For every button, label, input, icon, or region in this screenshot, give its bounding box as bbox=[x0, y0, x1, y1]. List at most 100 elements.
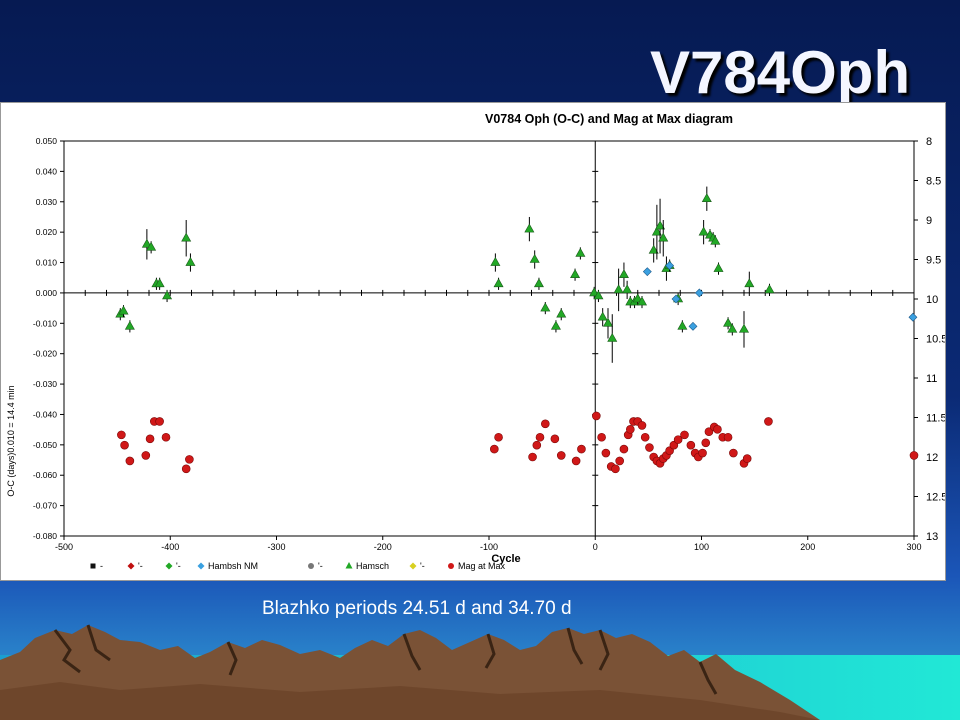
slide-caption: Blazhko periods 24.51 d and 34.70 d bbox=[262, 598, 572, 619]
mag-at-max-point bbox=[141, 451, 151, 460]
mag-at-max-point bbox=[550, 434, 560, 444]
y-tick-label: -0.030 bbox=[33, 379, 57, 389]
legend-label: '- bbox=[420, 561, 425, 571]
mag-at-max-point bbox=[686, 440, 696, 450]
y-tick-label: 0.000 bbox=[36, 288, 58, 298]
mag-at-max-point bbox=[145, 434, 155, 444]
mountain-landscape bbox=[0, 624, 960, 720]
x-tick-label: 300 bbox=[906, 542, 921, 552]
hamsch-point bbox=[701, 193, 712, 203]
hambsh-nm-point bbox=[688, 321, 698, 331]
hamsch-point bbox=[597, 311, 608, 321]
y-tick-label: -0.060 bbox=[33, 470, 57, 480]
mag-at-max-point bbox=[764, 417, 773, 426]
hamsch-point bbox=[602, 317, 614, 327]
legend-item: '- bbox=[165, 561, 181, 571]
mag-at-max-point bbox=[701, 438, 711, 448]
legend-label: '- bbox=[176, 561, 181, 571]
hamsch-point bbox=[622, 284, 633, 294]
hamsch-point bbox=[764, 284, 775, 294]
mag-at-max-point bbox=[680, 430, 689, 440]
mag-at-max-point bbox=[597, 432, 606, 442]
x-tick-label: -400 bbox=[161, 542, 179, 552]
hamsch-point bbox=[658, 232, 669, 242]
legend-label: - bbox=[100, 561, 103, 571]
mag-at-max-point bbox=[494, 432, 503, 442]
hamsch-point bbox=[738, 323, 750, 333]
hamsch-point bbox=[723, 317, 734, 327]
legend-marker bbox=[127, 562, 135, 570]
hamsch-point bbox=[727, 323, 738, 333]
hamsch-point bbox=[154, 278, 165, 288]
hambsh-nm-point bbox=[642, 267, 652, 277]
mag-at-max-point bbox=[601, 448, 611, 458]
hamsch-point bbox=[529, 253, 540, 263]
legend-item: Hambsh NM bbox=[197, 561, 258, 571]
plot-area-border bbox=[63, 140, 915, 537]
mag-at-max-point bbox=[615, 456, 624, 466]
legend-item: Mag at Max bbox=[448, 561, 506, 571]
hamsch-point bbox=[162, 290, 173, 300]
y-tick-label: 0.010 bbox=[36, 258, 58, 268]
mag-at-max-point bbox=[673, 435, 683, 444]
y2-tick-label: 11 bbox=[926, 373, 937, 385]
mag-at-max-point bbox=[577, 444, 586, 454]
x-tick-label: -100 bbox=[480, 542, 498, 552]
x-tick-label: -300 bbox=[267, 542, 285, 552]
x-axis-label: Cycle bbox=[491, 553, 520, 565]
hamsch-point bbox=[618, 269, 629, 278]
legend-item: Hamsch bbox=[345, 561, 389, 571]
y-tick-label: -0.080 bbox=[33, 531, 57, 541]
mag-at-max-point bbox=[161, 432, 171, 442]
hamsch-point bbox=[655, 220, 666, 230]
y-tick-label: -0.050 bbox=[33, 440, 57, 450]
y-tick-label: 0.040 bbox=[36, 166, 58, 176]
legend-item: '- bbox=[409, 561, 425, 571]
mag-at-max-point bbox=[619, 444, 629, 454]
series-hambsh-nm bbox=[642, 261, 918, 331]
mag-at-max-point bbox=[541, 419, 550, 429]
y-tick-label: -0.020 bbox=[33, 349, 57, 359]
y-tick-label: 0.020 bbox=[36, 227, 58, 237]
legend-marker bbox=[90, 563, 96, 569]
mag-at-max-point bbox=[181, 464, 191, 474]
mag-at-max-point bbox=[698, 448, 707, 458]
series-mag-at-max bbox=[117, 411, 919, 474]
mag-at-max-point bbox=[592, 411, 601, 421]
mag-at-max-point bbox=[645, 443, 654, 452]
oc-chart: V0784 Oph (O-C) and Mag at Max diagram C… bbox=[6, 112, 945, 571]
legend-label: Mag at Max bbox=[458, 561, 506, 571]
mag-at-max-point bbox=[713, 425, 722, 434]
hamsch-point bbox=[524, 223, 535, 233]
y-tick-label: -0.040 bbox=[33, 409, 57, 419]
hamsch-point bbox=[636, 296, 648, 306]
mag-at-max-point bbox=[185, 455, 194, 464]
y2-tick-label: 8.5 bbox=[926, 176, 941, 188]
y-tick-label: -0.070 bbox=[33, 501, 57, 511]
y-tick-label: -0.010 bbox=[33, 318, 57, 328]
y2-tick-label: 9.5 bbox=[926, 255, 941, 267]
x-tick-label: 100 bbox=[694, 542, 709, 552]
hambsh-nm-point bbox=[665, 261, 675, 271]
hamsch-point bbox=[744, 278, 755, 288]
y2-tick-label: 12.5 bbox=[926, 492, 945, 504]
mag-at-max-point bbox=[723, 432, 733, 442]
legend-label: '- bbox=[138, 561, 143, 571]
legend-item: '- bbox=[127, 561, 143, 571]
hamsch-point bbox=[146, 241, 157, 251]
mag-at-max-point bbox=[640, 432, 650, 442]
y-tick-label: 0.030 bbox=[36, 197, 58, 207]
hamsch-point bbox=[575, 247, 586, 257]
hamsch-point bbox=[710, 235, 721, 245]
mag-at-max-point bbox=[729, 448, 738, 458]
mag-at-max-point bbox=[490, 444, 499, 454]
hamsch-point bbox=[181, 232, 192, 242]
hamsch-point bbox=[490, 256, 501, 266]
hamsch-point bbox=[613, 284, 624, 294]
x-tick-label: -500 bbox=[55, 542, 73, 552]
hamsch-point bbox=[118, 305, 129, 315]
y2-tick-label: 12 bbox=[926, 452, 938, 464]
hamsch-point bbox=[185, 256, 196, 266]
legend-marker bbox=[345, 562, 353, 569]
y-tick-label: 0.050 bbox=[36, 136, 58, 146]
